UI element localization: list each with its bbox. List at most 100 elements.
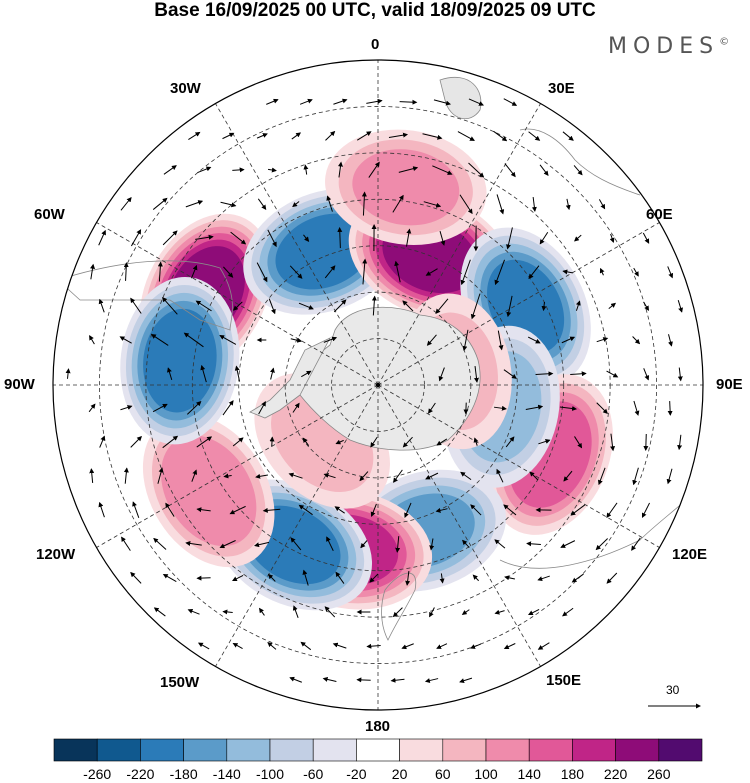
wind-arrow xyxy=(641,502,651,518)
wind-arrow xyxy=(157,467,164,484)
wind-arrow xyxy=(98,298,105,313)
wind-arrow xyxy=(88,403,96,413)
colorbar-swatch xyxy=(183,738,228,762)
map-disc xyxy=(53,60,703,710)
wind-arrow xyxy=(368,161,380,178)
meridian-line xyxy=(215,103,379,386)
wind-arrow xyxy=(232,437,244,447)
wind-arrow xyxy=(256,133,268,139)
wind-arrow xyxy=(438,367,445,382)
wind-arrow xyxy=(503,643,516,650)
wind-arrow xyxy=(256,262,268,283)
wind-arrow xyxy=(119,336,132,344)
wind-arrow xyxy=(439,573,445,584)
wind-arrow xyxy=(394,260,401,283)
wind-arrow xyxy=(232,574,244,582)
wind-arrow xyxy=(494,539,506,549)
wind-arrow xyxy=(89,468,95,483)
latitude-circle xyxy=(238,245,518,525)
colorbar-swatch xyxy=(269,738,314,762)
wind-arrow xyxy=(470,293,481,320)
wind-arrow xyxy=(195,234,214,240)
colorbar-swatch xyxy=(399,738,444,762)
wind-arrow xyxy=(196,436,213,448)
wind-arrow xyxy=(130,229,142,247)
wind-arrow xyxy=(388,132,409,138)
colorbar-label: 60 xyxy=(435,766,451,782)
wind-arrow xyxy=(608,302,617,309)
wind-arrow xyxy=(298,504,313,516)
wind-arrow xyxy=(596,337,609,343)
wind-arrow xyxy=(121,536,131,551)
wind-arrow xyxy=(188,131,201,140)
wind-arrow xyxy=(402,436,413,448)
wind-arrow xyxy=(324,265,336,279)
wind-arrow xyxy=(200,364,207,383)
wind-arrow xyxy=(668,334,673,347)
wind-arrow xyxy=(258,401,266,415)
wind-arrow xyxy=(220,201,237,208)
lon-label-0: 0 xyxy=(371,36,380,53)
wind-arrow xyxy=(422,133,443,140)
wind-arrow xyxy=(269,367,275,380)
wind-arrow xyxy=(123,467,129,484)
wind-arrow xyxy=(229,505,246,515)
wind-arrow xyxy=(539,232,549,245)
lon-label-150e: 150E xyxy=(546,672,582,689)
wind-arrow xyxy=(562,607,574,617)
wind-arrow xyxy=(130,435,143,448)
wind-arrow xyxy=(494,259,506,286)
wind-arrow xyxy=(497,330,504,351)
logo-text: MODES xyxy=(608,34,720,59)
wind-arrow xyxy=(185,540,202,546)
wind-arrow xyxy=(366,643,381,649)
lon-label-30w: 30W xyxy=(170,80,201,97)
wind-arrow xyxy=(290,537,302,551)
wind-arrow xyxy=(292,402,300,413)
lon-label-150w: 150W xyxy=(160,674,200,691)
wind-arrow xyxy=(219,540,236,549)
wind-arrow xyxy=(267,229,277,248)
wind-arrow xyxy=(371,295,377,316)
wind-arrow xyxy=(266,98,279,105)
colorbar-swatch xyxy=(442,738,487,762)
wind-arrow xyxy=(606,572,618,584)
wind-arrow xyxy=(303,234,310,242)
wind-arrow xyxy=(257,198,267,210)
lon-label-120e: 120E xyxy=(672,546,708,563)
wind-arrow xyxy=(667,266,674,279)
wind-arrow xyxy=(472,574,480,582)
wind-arrow xyxy=(460,259,471,286)
wind-arrow xyxy=(195,300,212,312)
modes-logo: MODES© xyxy=(608,34,729,59)
wind-arrow xyxy=(468,162,485,178)
map-title: Base 16/09/2025 00 UTC, valid 18/09/2025… xyxy=(154,0,596,21)
colorbar-label: 220 xyxy=(603,766,628,782)
wind-arrow xyxy=(642,232,650,244)
lon-label-30e: 30E xyxy=(548,80,575,97)
wind-arrow xyxy=(300,641,312,651)
wind-arrow xyxy=(470,643,482,649)
wind-arrow xyxy=(326,536,334,552)
wind-arrow xyxy=(219,335,237,345)
wind-arrow xyxy=(130,571,142,584)
wind-arrow xyxy=(267,642,277,650)
colorbar-label: -220 xyxy=(126,766,155,782)
wind-arrow xyxy=(424,678,439,683)
wind-arrow xyxy=(132,501,140,519)
wind-arrow xyxy=(185,200,204,208)
colorbar-swatch xyxy=(312,738,357,762)
wind-arrow xyxy=(677,434,683,451)
wind-arrow xyxy=(161,296,178,315)
wind-arrow xyxy=(65,368,71,379)
wind-arrow xyxy=(333,98,348,105)
wind-arrow xyxy=(98,229,106,246)
wind-arrow xyxy=(537,575,550,582)
colorbar-label: 180 xyxy=(560,766,585,782)
wind-arrow xyxy=(462,329,469,352)
colorbar-swatch xyxy=(615,738,660,762)
latitude-circle xyxy=(99,106,657,664)
colorbar xyxy=(53,738,703,762)
wind-arrow xyxy=(528,609,540,615)
wind-arrow xyxy=(643,301,649,311)
